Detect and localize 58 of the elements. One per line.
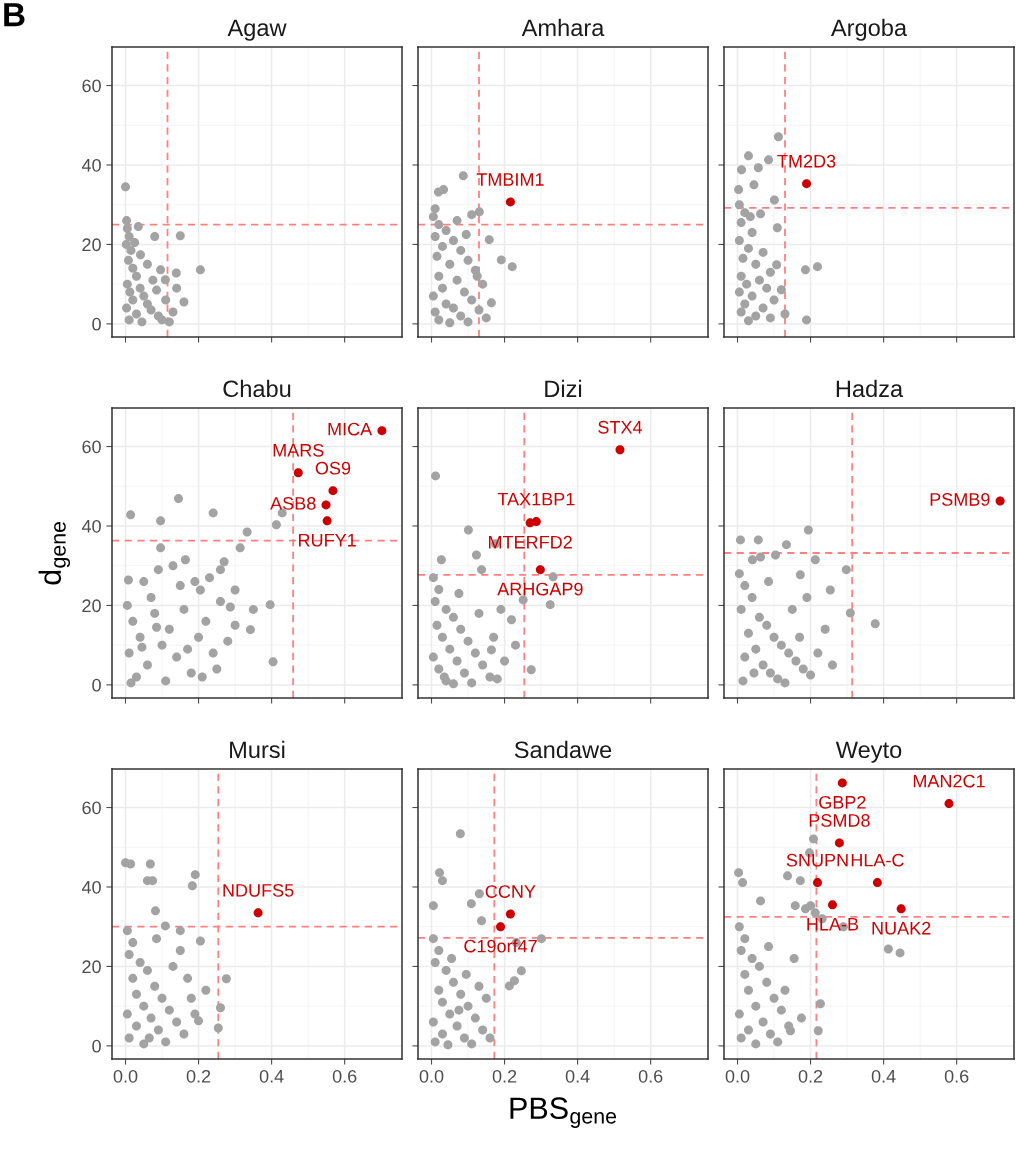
y-tick-label: 40 xyxy=(81,158,101,172)
x-tick-label: 0.4 xyxy=(259,1069,284,1083)
x-tick-label: 0.2 xyxy=(798,1069,823,1083)
annotation: PSMD8 xyxy=(809,814,870,827)
annotation: HLA-B xyxy=(807,918,859,931)
x-tick-label: 0.0 xyxy=(113,1069,138,1083)
y-tick-label: 60 xyxy=(82,79,101,93)
annotation: C19orf47 xyxy=(464,939,537,953)
annotation: TAX1BP1 xyxy=(497,492,575,506)
chart-title: Chabu xyxy=(223,379,291,398)
annotation: GBP2 xyxy=(819,795,866,809)
annotation: ASB8 xyxy=(270,496,316,510)
annotation: PSMB9 xyxy=(930,493,990,506)
annotation: TMBIM1 xyxy=(476,173,544,186)
chart-title: Agaw xyxy=(227,19,287,41)
y-tick-label: 60 xyxy=(82,440,101,454)
x-tick-label: 0.4 xyxy=(871,1069,896,1083)
chart-title: Weyto xyxy=(835,741,902,763)
annotation: NUAK2 xyxy=(872,921,931,935)
annotation: TM2D3 xyxy=(777,154,836,168)
y-tick-label: 0 xyxy=(92,678,101,692)
annotation: HLA-C xyxy=(851,853,904,867)
annotation: MARS xyxy=(273,443,324,457)
chart-title: Amhara xyxy=(521,18,605,37)
y-tick-label: 40 xyxy=(81,880,101,894)
y-tick-label: 20 xyxy=(82,238,101,252)
chart-title: Hadza xyxy=(836,379,904,398)
y-tick-label: 0 xyxy=(92,317,101,331)
x-tick-label: 0.6 xyxy=(638,1069,663,1083)
y-tick-label: 20 xyxy=(82,960,101,974)
annotation: NDUFS5 xyxy=(223,883,294,897)
annotation: MICA xyxy=(328,422,373,436)
y-tick-label: 20 xyxy=(82,599,101,613)
y-tick-label: 0 xyxy=(92,1039,101,1053)
x-tick-label: 0.2 xyxy=(492,1069,517,1083)
annotation: CCNY xyxy=(485,885,536,898)
chart-title: Sandawe xyxy=(514,740,612,759)
chart-title: Dizi xyxy=(545,379,582,397)
annotation: OS9 xyxy=(315,461,351,475)
x-tick-label: 0.2 xyxy=(186,1069,211,1083)
annotation: RUFY1 xyxy=(299,533,356,547)
chart-title: Mursi xyxy=(230,740,285,759)
y-tick-label: 60 xyxy=(82,801,101,815)
x-tick-label: 0.4 xyxy=(565,1069,590,1083)
x-tick-label: 0.0 xyxy=(419,1069,444,1083)
annotation: ARHGAP9 xyxy=(497,582,583,596)
x-tick-label: 0.6 xyxy=(944,1069,969,1083)
y-tick-label: 40 xyxy=(81,519,101,533)
annotation: SNUPN xyxy=(786,853,848,867)
x-tick-label: 0.6 xyxy=(332,1069,357,1083)
annotation: MAN2C1 xyxy=(913,774,985,788)
chart-title: Argoba xyxy=(830,18,908,41)
text: B xyxy=(4,3,25,27)
x-tick-label: 0.0 xyxy=(725,1069,750,1083)
y-axis-title: d$_{gene}$ xyxy=(38,521,71,585)
x-axis-title: PBS$_{gene}$ xyxy=(510,1097,617,1128)
annotation: STX4 xyxy=(598,420,643,434)
annotation: MTERFD2 xyxy=(488,535,572,549)
